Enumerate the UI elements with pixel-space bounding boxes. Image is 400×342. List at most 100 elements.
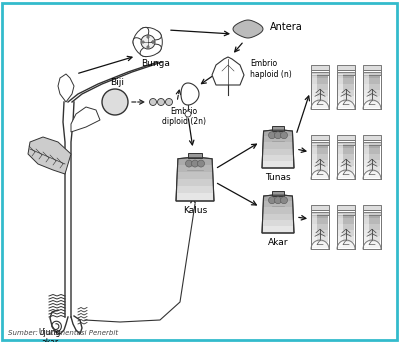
Bar — [311, 145, 329, 179]
FancyBboxPatch shape — [272, 190, 284, 196]
Bar — [364, 72, 380, 78]
Bar — [177, 186, 213, 193]
Bar — [338, 74, 342, 107]
Bar — [263, 226, 293, 232]
Bar — [312, 84, 328, 90]
Text: Embrio
diploid (2n): Embrio diploid (2n) — [162, 107, 206, 126]
Bar — [263, 195, 293, 201]
Text: Kalus: Kalus — [183, 206, 207, 215]
Bar — [338, 172, 354, 178]
Bar — [337, 212, 355, 214]
Bar — [338, 102, 354, 108]
Bar — [364, 214, 368, 247]
Bar — [364, 102, 380, 108]
Polygon shape — [176, 158, 214, 201]
Bar — [312, 224, 328, 230]
Bar — [364, 230, 380, 236]
Circle shape — [198, 160, 204, 167]
Bar — [364, 224, 380, 230]
Polygon shape — [233, 20, 263, 38]
Polygon shape — [71, 107, 100, 132]
Text: Akar: Akar — [268, 238, 288, 247]
Bar — [311, 75, 329, 109]
Circle shape — [102, 89, 128, 115]
Bar — [338, 242, 354, 248]
Bar — [364, 212, 380, 218]
Bar — [364, 160, 380, 166]
Bar — [177, 193, 213, 200]
Text: Embrio
haploid (n): Embrio haploid (n) — [250, 59, 292, 79]
Bar — [363, 135, 381, 140]
Bar — [363, 214, 381, 249]
Bar — [263, 213, 293, 220]
Circle shape — [186, 160, 192, 167]
Bar — [364, 142, 380, 148]
FancyBboxPatch shape — [188, 153, 202, 158]
Bar — [312, 160, 328, 166]
Bar — [338, 154, 354, 160]
Bar — [337, 142, 355, 145]
Circle shape — [158, 98, 164, 105]
Bar — [337, 205, 355, 210]
Bar — [338, 148, 354, 154]
Bar — [337, 75, 355, 109]
Bar — [364, 90, 380, 96]
FancyBboxPatch shape — [272, 126, 284, 131]
Bar — [312, 144, 316, 177]
Bar — [263, 142, 293, 148]
Bar — [263, 130, 293, 136]
Bar — [312, 142, 328, 148]
Bar — [177, 172, 213, 179]
Bar — [311, 135, 329, 140]
Text: Ujung
akar: Ujung akar — [39, 328, 61, 342]
Circle shape — [147, 36, 149, 38]
Ellipse shape — [151, 31, 162, 53]
Bar — [312, 148, 328, 154]
Bar — [338, 212, 354, 218]
Bar — [338, 144, 342, 177]
Bar — [338, 224, 354, 230]
Text: Biji: Biji — [110, 78, 124, 87]
Bar — [311, 205, 329, 210]
Bar — [312, 236, 328, 242]
Bar — [312, 214, 316, 247]
Circle shape — [141, 35, 155, 49]
Bar — [364, 236, 380, 242]
Bar — [364, 154, 380, 160]
Polygon shape — [262, 195, 294, 233]
Bar — [312, 166, 328, 172]
Bar — [311, 72, 329, 75]
Polygon shape — [262, 130, 294, 168]
Bar — [312, 78, 328, 84]
Bar — [311, 142, 329, 145]
Bar — [364, 172, 380, 178]
Bar — [338, 142, 354, 148]
Bar — [263, 136, 293, 142]
Circle shape — [274, 132, 282, 139]
Bar — [337, 145, 355, 179]
Polygon shape — [181, 83, 199, 105]
Bar — [177, 165, 213, 172]
Bar — [263, 148, 293, 155]
Bar — [312, 218, 328, 224]
Bar — [263, 207, 293, 213]
Bar — [312, 212, 328, 218]
Bar — [363, 72, 381, 75]
Bar — [338, 96, 354, 102]
Bar — [363, 65, 381, 70]
Bar — [312, 154, 328, 160]
Bar — [338, 90, 354, 96]
Bar — [312, 72, 328, 78]
Polygon shape — [58, 74, 74, 102]
Polygon shape — [212, 57, 244, 85]
Bar — [363, 75, 381, 109]
Circle shape — [142, 41, 144, 43]
Bar — [364, 148, 380, 154]
FancyBboxPatch shape — [2, 3, 397, 340]
Bar — [311, 214, 329, 249]
Bar — [338, 230, 354, 236]
Circle shape — [150, 98, 156, 105]
Bar — [312, 102, 328, 108]
Ellipse shape — [140, 27, 161, 40]
Bar — [177, 179, 213, 186]
